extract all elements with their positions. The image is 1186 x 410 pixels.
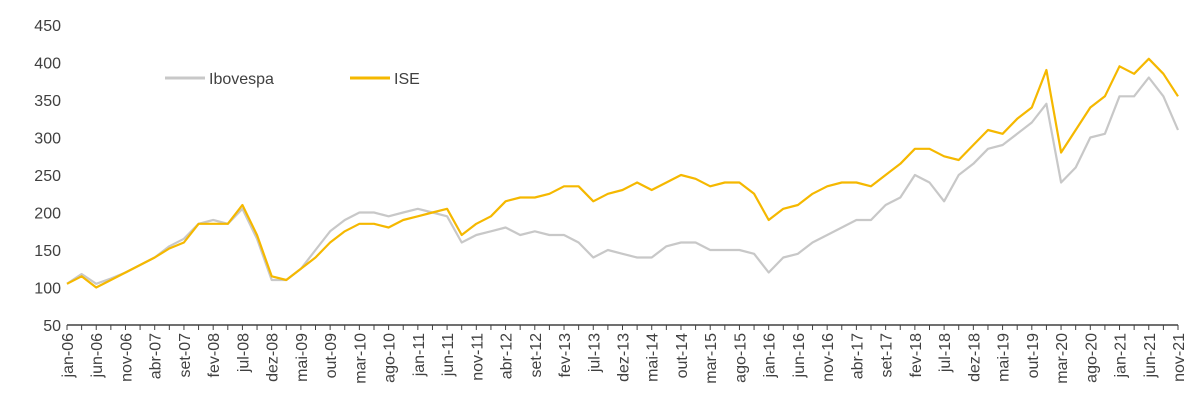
x-tick-label: fev-13 <box>557 333 574 378</box>
y-tick-label: 450 <box>34 18 61 35</box>
x-tick-label: fev-18 <box>908 333 925 378</box>
y-tick-label: 200 <box>34 206 61 223</box>
x-tick-label: jun-06 <box>89 333 106 379</box>
x-tick-label: abr-17 <box>849 333 866 379</box>
x-tick-label: mai-19 <box>996 333 1013 382</box>
x-tick-label: mar-20 <box>1054 333 1071 384</box>
y-tick-label: 250 <box>34 168 61 185</box>
x-tick-label: mar-15 <box>703 333 720 384</box>
x-tick-label: jan-16 <box>762 333 779 379</box>
x-tick-label: dez-08 <box>265 333 282 382</box>
x-tick-label: ago-15 <box>732 333 749 383</box>
legend-label: ISE <box>394 71 420 88</box>
series-line <box>66 57 1179 289</box>
y-tick-label: 150 <box>34 243 61 260</box>
x-tick-label: set-17 <box>879 333 896 378</box>
x-tick-label: ago-10 <box>382 333 399 383</box>
legend-label: Ibovespa <box>209 71 274 88</box>
x-tick-label: jan-21 <box>1113 333 1130 379</box>
x-tick-label: jun-11 <box>440 333 457 377</box>
x-tick-label: out-19 <box>1025 333 1042 378</box>
x-tick-label: mar-10 <box>352 333 369 384</box>
x-tick-label: nov-16 <box>820 333 837 382</box>
x-tick-label: nov-21 <box>1171 333 1186 382</box>
x-tick-label: set-07 <box>177 333 194 378</box>
x-tick-label: jan-11 <box>411 333 428 377</box>
y-tick-label: 300 <box>34 131 61 148</box>
x-tick-label: jul-08 <box>235 333 252 373</box>
x-tick-label: mai-09 <box>294 333 311 382</box>
y-tick-label: 350 <box>34 93 61 110</box>
x-tick-label: abr-07 <box>148 333 165 379</box>
x-tick-label: dez-18 <box>966 333 983 382</box>
x-tick-label: mai-14 <box>645 333 662 382</box>
x-tick-label: out-14 <box>674 333 691 378</box>
x-tick-label: jun-21 <box>1142 333 1159 379</box>
y-tick-label: 100 <box>34 281 61 298</box>
series-line <box>66 76 1180 285</box>
y-tick-label: 400 <box>34 56 61 73</box>
x-tick-label: set-12 <box>528 333 545 378</box>
x-tick-label: dez-13 <box>616 333 633 382</box>
x-tick-label: fev-08 <box>206 333 223 378</box>
x-tick-label: out-09 <box>323 333 340 378</box>
x-tick-label: jun-16 <box>791 333 808 379</box>
x-tick-label: ago-20 <box>1083 333 1100 383</box>
x-tick-label: jul-13 <box>586 333 603 373</box>
x-tick-label: nov-06 <box>118 333 135 382</box>
y-tick-label: 50 <box>43 318 61 335</box>
x-tick-label: jul-18 <box>937 333 954 373</box>
x-tick-label: jan-06 <box>60 333 77 379</box>
x-tick-label: nov-11 <box>469 333 486 381</box>
x-tick-label: abr-12 <box>499 333 516 379</box>
